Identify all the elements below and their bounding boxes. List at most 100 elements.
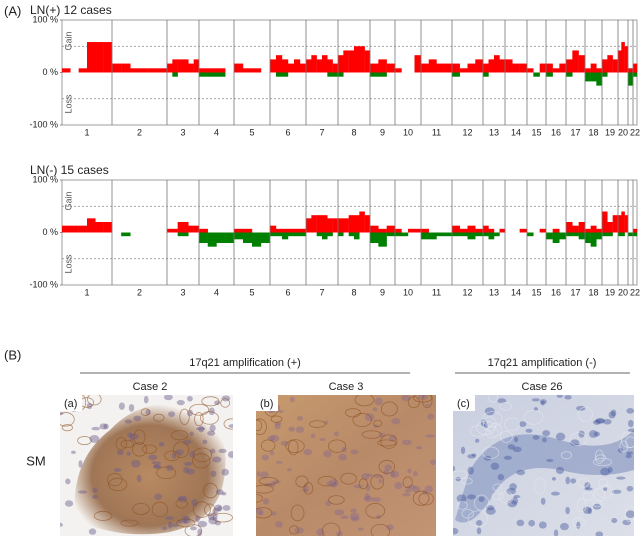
- gain-bar: [607, 222, 613, 233]
- y-tick-label: -100 %: [29, 279, 58, 289]
- nucleus: [261, 454, 270, 461]
- nucleus: [371, 497, 381, 503]
- nucleus: [209, 424, 216, 432]
- gain-bar: [234, 228, 244, 233]
- nucleus: [256, 471, 261, 477]
- gain-bar: [199, 68, 208, 73]
- gain-bar: [70, 225, 79, 233]
- gain-bar: [167, 63, 173, 73]
- nucleus: [475, 519, 483, 526]
- nucleus: [412, 471, 418, 477]
- nucleus: [152, 464, 162, 469]
- image-b: [256, 395, 436, 536]
- nucleus: [70, 450, 76, 455]
- nucleus: [350, 508, 357, 513]
- gain-bar: [332, 218, 339, 233]
- membrane: [175, 499, 188, 509]
- nucleus: [576, 405, 586, 411]
- nucleus: [600, 467, 610, 476]
- gain-bar: [243, 228, 253, 233]
- membrane: [365, 503, 386, 519]
- gain-bar: [499, 59, 506, 73]
- nucleus: [538, 521, 547, 529]
- loss-bar: [261, 232, 271, 243]
- membrane: [598, 478, 609, 488]
- gain-bar: [306, 218, 312, 233]
- nucleus: [191, 499, 198, 507]
- nucleus: [116, 449, 124, 456]
- tag-box: [453, 395, 475, 411]
- nucleus: [394, 482, 403, 490]
- nucleus: [208, 516, 218, 525]
- loss-bar: [633, 72, 638, 77]
- membrane: [402, 476, 413, 489]
- gain-bar: [370, 63, 379, 73]
- nucleus: [127, 432, 134, 438]
- nucleus: [427, 413, 435, 420]
- nucleus: [288, 426, 295, 432]
- x-tick-label: 9: [380, 127, 385, 137]
- nucleus: [118, 402, 125, 410]
- loss-bar: [183, 232, 189, 237]
- nucleus: [171, 452, 177, 459]
- loss-bar: [607, 232, 613, 237]
- membrane: [485, 426, 499, 439]
- y-tick-label: -100 %: [29, 119, 58, 129]
- membrane: [582, 491, 594, 501]
- membrane: [132, 502, 150, 515]
- gain-bar: [172, 59, 178, 73]
- gain-bar: [112, 63, 122, 73]
- membrane: [422, 395, 433, 409]
- nucleus: [349, 512, 360, 521]
- gain-bar: [572, 225, 579, 233]
- nucleus: [532, 435, 540, 440]
- nucleus: [258, 511, 264, 516]
- nucleus: [262, 498, 270, 505]
- gain-bar: [294, 59, 301, 73]
- membrane: [164, 450, 180, 462]
- nucleus: [274, 521, 283, 528]
- gain-bar: [395, 228, 402, 233]
- gain-bar: [386, 225, 396, 233]
- y-tick-label: 100 %: [32, 14, 58, 24]
- membrane: [595, 454, 607, 462]
- membrane: [142, 444, 157, 454]
- loss-bar: [602, 232, 608, 237]
- loss-bar: [386, 232, 396, 237]
- gain-bar: [428, 59, 437, 73]
- nucleus: [162, 526, 168, 531]
- membrane: [192, 447, 212, 463]
- gain-bar: [602, 59, 608, 73]
- nucleus: [542, 437, 547, 443]
- gain-label: Gain: [63, 31, 73, 50]
- loss-bar: [621, 232, 625, 237]
- loss-bar: [585, 72, 591, 82]
- gain-bar: [78, 225, 88, 233]
- nucleus: [486, 507, 496, 515]
- nucleus: [455, 476, 462, 482]
- nucleus: [143, 395, 149, 404]
- gain-bar: [322, 55, 328, 73]
- x-tick-label: 16: [551, 287, 561, 297]
- nucleus: [189, 431, 194, 436]
- gain-bar: [421, 63, 429, 73]
- gain-bar: [95, 42, 104, 73]
- nucleus: [197, 528, 203, 536]
- gain-bar: [343, 50, 349, 73]
- x-tick-label: 17: [570, 287, 580, 297]
- nucleus: [168, 411, 176, 417]
- nucleus: [467, 494, 477, 500]
- membrane: [572, 517, 585, 528]
- nucleus: [181, 515, 191, 524]
- x-tick-label: 5: [249, 127, 254, 137]
- membrane: [309, 420, 326, 428]
- nucleus: [467, 454, 476, 459]
- nucleus: [406, 484, 417, 490]
- membrane: [179, 408, 190, 425]
- x-tick-label: 2: [137, 287, 142, 297]
- x-tick-label: 18: [588, 287, 598, 297]
- gain-bar: [621, 42, 625, 73]
- nucleus: [214, 504, 223, 512]
- membrane: [151, 501, 169, 518]
- nucleus: [565, 506, 570, 515]
